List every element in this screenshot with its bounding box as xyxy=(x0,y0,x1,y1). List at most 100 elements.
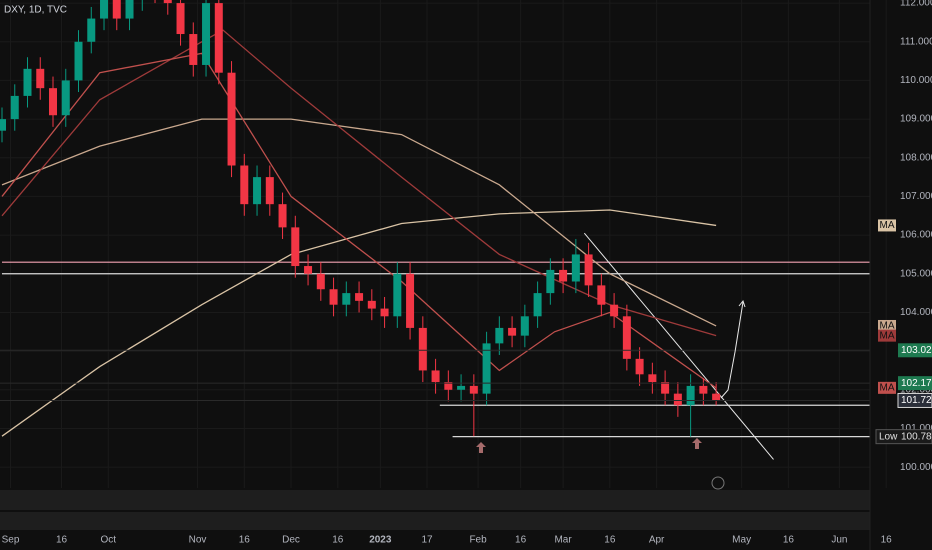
y-tick-label: 107.000 xyxy=(900,191,932,202)
y-tick-label: 110.000 xyxy=(900,75,932,86)
candle-body xyxy=(49,88,58,116)
price-tag-label: 103.021 xyxy=(901,345,932,356)
candle-body xyxy=(74,41,83,81)
plot xyxy=(0,0,870,460)
x-tick-label: 16 xyxy=(332,535,344,546)
price-tag xyxy=(898,376,932,391)
candle-body xyxy=(418,327,427,371)
x-tick-label: 17 xyxy=(422,535,434,546)
low-tag-value: 100.788 xyxy=(901,431,932,442)
y-tick-label: 109.000 xyxy=(900,114,932,125)
y-tick-label: 104.000 xyxy=(900,307,932,318)
event-icon xyxy=(711,476,725,490)
candle-body xyxy=(406,273,415,328)
indicator-pane xyxy=(0,512,870,530)
candle-body xyxy=(265,177,274,205)
candle-body xyxy=(673,393,682,406)
low-tag xyxy=(875,429,932,445)
candle-body xyxy=(23,68,32,96)
candle-body xyxy=(648,374,657,383)
low-tag-text: Low xyxy=(879,431,898,442)
candle-body xyxy=(520,316,529,336)
y-tick-label: 106.000 xyxy=(900,230,932,241)
y-tick-label: 112.000 xyxy=(900,0,932,9)
price-tag xyxy=(898,343,932,358)
candle-body xyxy=(367,300,376,309)
candle-body xyxy=(10,95,19,120)
x-tick-label: 16 xyxy=(604,535,616,546)
candle-body xyxy=(635,358,644,375)
candle-body xyxy=(597,285,606,305)
x-tick-label: 16 xyxy=(56,535,68,546)
candle-body xyxy=(610,304,619,317)
x-tick-label: Dec xyxy=(282,535,300,546)
x-tick-label: 2023 xyxy=(369,535,392,546)
x-tick-label: 16 xyxy=(783,535,795,546)
candle-body xyxy=(661,382,670,394)
candle-body xyxy=(253,177,262,205)
x-tick-label: Sep xyxy=(2,535,20,546)
candle-body xyxy=(482,343,491,394)
candle-body xyxy=(240,165,249,205)
ma-tag-label: MA xyxy=(880,321,895,332)
x-tick-label: Oct xyxy=(100,535,116,546)
candle-body xyxy=(559,269,568,282)
candle-body xyxy=(457,385,466,390)
x-tick-label: Mar xyxy=(554,535,572,546)
candle-body xyxy=(278,204,287,228)
ma-tag xyxy=(878,319,896,332)
ma-tag-label: MA xyxy=(880,220,895,231)
candle-body xyxy=(0,119,6,131)
candle-body xyxy=(380,308,389,317)
ma-tag-label: MA xyxy=(880,382,895,393)
candle-body xyxy=(546,269,555,294)
candle-body xyxy=(87,18,96,42)
ma-tag xyxy=(878,219,896,232)
grid xyxy=(0,0,887,488)
candle-body xyxy=(176,3,185,35)
candle-body xyxy=(100,0,109,19)
candle-body xyxy=(584,254,593,286)
candle-body xyxy=(355,293,364,301)
indicator-pane xyxy=(0,490,870,510)
candle-body xyxy=(227,72,236,166)
y-tick-label: 108.000 xyxy=(900,152,932,163)
x-tick-label: Apr xyxy=(649,535,665,546)
candle-body xyxy=(189,34,198,65)
candle-body xyxy=(214,3,223,73)
candle-body xyxy=(291,227,300,267)
moving-average xyxy=(1,52,717,389)
candle-body xyxy=(112,0,121,19)
x-tick-label: Feb xyxy=(469,535,487,546)
low-arrow xyxy=(692,438,702,449)
candle-body xyxy=(622,316,631,359)
price-tag-label: 101.724 xyxy=(901,395,932,406)
price-tag-label: 102.171 xyxy=(901,378,932,389)
ma-tag xyxy=(878,381,896,394)
x-tick-label: 16 xyxy=(515,535,527,546)
price-tag xyxy=(897,392,932,408)
projection-arrow xyxy=(720,299,746,399)
trend-line xyxy=(583,232,774,460)
candle-body xyxy=(316,273,325,290)
candle-body xyxy=(202,3,211,65)
x-tick-label: 16 xyxy=(881,535,893,546)
y-tick-label: 111.000 xyxy=(900,36,932,47)
candle-body xyxy=(469,385,478,394)
x-tick-label: 16 xyxy=(239,535,251,546)
ma-tag xyxy=(878,329,896,342)
candle-body xyxy=(163,0,172,4)
candle-body xyxy=(571,254,580,282)
y-tick-label: 105.000 xyxy=(900,268,932,279)
candle-body xyxy=(125,0,134,19)
y-tick-label: 101.000 xyxy=(900,423,932,434)
symbol-title: DXY, 1D, TVC xyxy=(4,5,67,16)
candle-body xyxy=(444,382,453,390)
candle-body xyxy=(495,327,504,344)
candle-body xyxy=(342,293,351,305)
low-arrow xyxy=(476,442,486,453)
y-tick-label: 100.000 xyxy=(900,462,932,473)
